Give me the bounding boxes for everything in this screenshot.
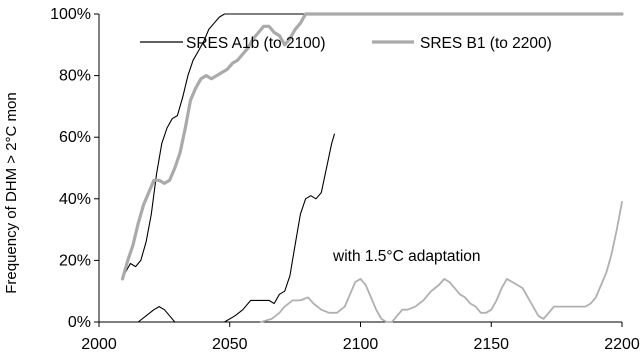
x-tick-label: 2150 — [473, 336, 509, 353]
x-tick-label: 2050 — [212, 336, 248, 353]
series-a1b-adaptation-line — [124, 133, 335, 323]
adaptation-annotation: with 1.5°C adaptation — [332, 248, 481, 265]
y-tick-label: 0% — [68, 314, 91, 331]
y-tick-label: 100% — [50, 6, 91, 23]
y-tick-label: 60% — [59, 129, 91, 146]
series-group — [120, 12, 624, 323]
legend-label-b1: SRES B1 (to 2200) — [420, 35, 552, 52]
y-tick-label: 80% — [59, 68, 91, 85]
y-tick-label: 40% — [59, 191, 91, 208]
x-tick-label: 2200 — [604, 336, 640, 353]
legend-label-a1b: SRES A1b (to 2100) — [186, 35, 326, 52]
y-axis-title: Frequency of DHM > 2°C mon — [3, 92, 20, 294]
x-tick-label: 2000 — [81, 336, 117, 353]
legend: SRES A1b (to 2100) SRES B1 (to 2200) — [140, 35, 552, 52]
series-b1-line — [120, 12, 624, 281]
series-b1-adaptation-line — [260, 201, 623, 323]
y-tick-label: 20% — [59, 252, 91, 269]
axes: 0% 20% 40% 60% 80% 100% 2000 2050 2100 2150 2200 — [50, 6, 640, 353]
x-tick-label: 2100 — [343, 336, 379, 353]
series-a1b-line — [124, 13, 335, 274]
